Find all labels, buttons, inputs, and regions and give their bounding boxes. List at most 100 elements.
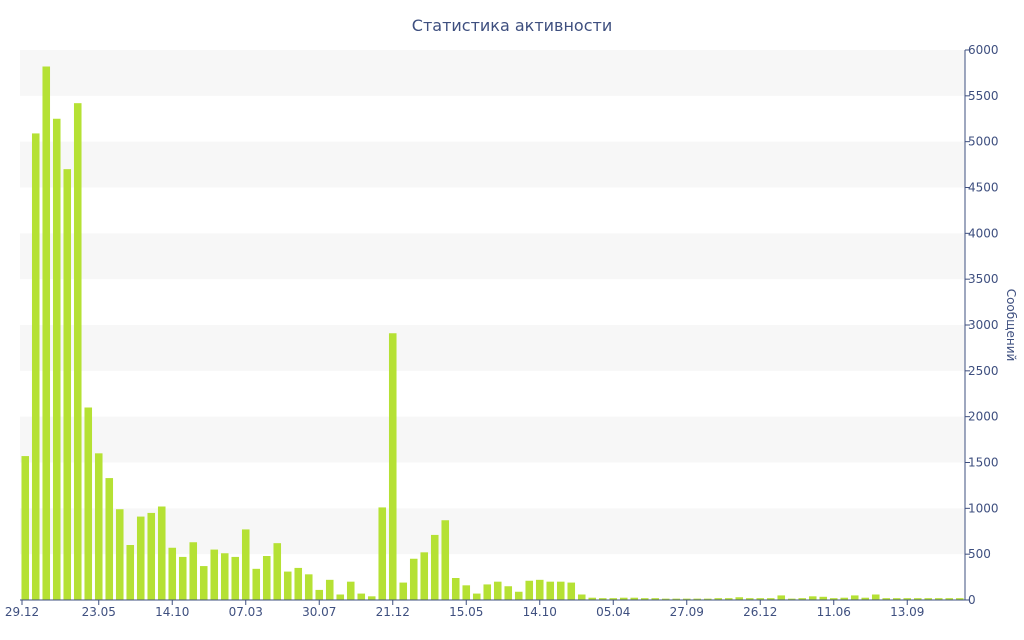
bar	[52, 118, 61, 600]
bar	[252, 568, 261, 600]
bar	[525, 580, 534, 600]
y-tick-label: 500	[968, 547, 991, 561]
y-tick-label: 1500	[968, 456, 999, 470]
x-tick-label: 05.04	[596, 605, 630, 619]
bar	[630, 597, 639, 600]
bar	[682, 598, 691, 601]
bar	[84, 407, 93, 600]
bar	[787, 598, 796, 601]
bar	[777, 595, 786, 600]
bar	[462, 585, 471, 600]
grid-band	[20, 508, 965, 555]
x-tick-label: 21.12	[376, 605, 410, 619]
y-axis-title: Сообщений	[1004, 289, 1018, 362]
x-tick-label: 26.12	[743, 605, 777, 619]
bar	[588, 597, 597, 600]
bar	[210, 549, 219, 600]
x-tick-label: 15.05	[449, 605, 483, 619]
bar	[115, 509, 124, 600]
bar	[651, 598, 660, 600]
bar	[157, 506, 166, 600]
bar	[567, 582, 576, 600]
bar	[766, 598, 775, 600]
bar	[21, 456, 30, 600]
bar	[105, 478, 114, 600]
bar	[199, 566, 208, 600]
y-tick-label: 2500	[968, 364, 999, 378]
bar	[619, 597, 628, 600]
bar	[451, 578, 460, 600]
bar	[336, 594, 345, 600]
bar	[735, 597, 744, 600]
bar	[882, 598, 891, 600]
bar	[73, 103, 82, 601]
bar	[220, 553, 229, 600]
x-tick-label: 27.09	[670, 605, 704, 619]
x-axis-ticks: 29.12 23.05 14.10 07.03 30.07 21.12 15.05 14.10…	[5, 600, 924, 619]
bar	[178, 556, 187, 600]
grid-band	[20, 325, 965, 371]
y-tick-label: 4500	[968, 181, 999, 195]
bar	[577, 594, 586, 600]
y-tick-label: 5500	[968, 89, 999, 103]
bar	[409, 558, 418, 600]
y-tick-label: 4000	[968, 226, 999, 240]
bar	[493, 581, 502, 600]
bar	[126, 545, 135, 600]
bar	[756, 598, 765, 600]
bar	[483, 584, 492, 600]
y-tick-label: 6000	[968, 43, 999, 57]
x-tick-label: 13.09	[890, 605, 924, 619]
bar	[283, 571, 292, 600]
bar	[231, 556, 240, 600]
bar	[556, 581, 565, 600]
grid-band	[20, 416, 965, 463]
bar	[798, 598, 807, 600]
y-tick-label: 2000	[968, 410, 999, 424]
bar	[241, 529, 250, 600]
bar	[903, 598, 912, 600]
x-tick-label: 07.03	[229, 605, 263, 619]
bar	[714, 598, 723, 600]
bar	[850, 595, 859, 600]
bar	[94, 453, 103, 600]
bar	[514, 591, 523, 600]
bar	[346, 581, 355, 600]
bar	[357, 593, 366, 600]
y-tick-label: 1000	[968, 501, 999, 515]
bar	[31, 133, 40, 601]
bar	[136, 516, 145, 600]
bar	[304, 574, 313, 600]
bar	[294, 567, 303, 600]
y-tick-label: 5000	[968, 135, 999, 149]
bar	[934, 598, 943, 600]
bar-series	[21, 66, 964, 601]
bar	[840, 597, 849, 600]
bar	[693, 598, 702, 601]
y-tick-label: 3000	[968, 318, 999, 332]
x-tick-label: 30.07	[302, 605, 336, 619]
bar	[808, 596, 817, 600]
y-axis-ticks: 0 500 1000 1500 2000 2500 3000 3500 4000 4500 5000…	[965, 43, 999, 607]
bar	[672, 598, 681, 601]
grid-band	[20, 141, 965, 188]
bar	[63, 169, 72, 601]
bar	[147, 512, 156, 600]
bar	[609, 598, 618, 600]
bar	[430, 534, 439, 600]
bar	[388, 333, 397, 600]
bar	[325, 579, 334, 600]
x-tick-label: 29.12	[5, 605, 39, 619]
bar	[472, 593, 481, 600]
bar	[724, 598, 733, 600]
bar	[367, 596, 376, 600]
bar	[42, 66, 51, 600]
bar	[861, 597, 870, 600]
bar	[262, 556, 271, 600]
grid-bands	[20, 50, 965, 555]
bar	[399, 582, 408, 600]
bar	[315, 589, 324, 600]
bar	[441, 520, 450, 600]
bar	[273, 543, 282, 600]
